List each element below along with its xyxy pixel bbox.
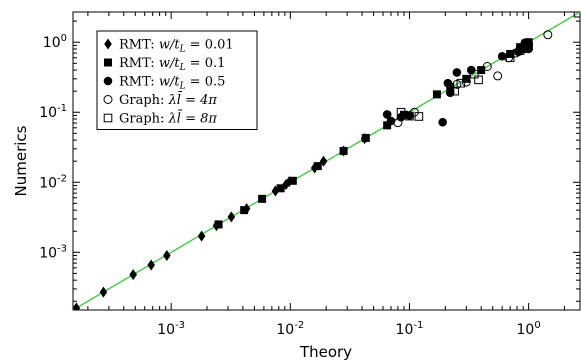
y-tick-label: 10-2 [39, 173, 67, 191]
legend-marker-5 [103, 113, 113, 123]
legend-label-2: RMT: w/tL = 0.1 [119, 56, 225, 73]
data-point-series-2 [446, 82, 455, 91]
data-point-series-3 [452, 68, 462, 77]
data-point-series-2 [258, 194, 267, 203]
data-point-series-3 [405, 111, 414, 120]
legend-label-1: RMT: w/tL = 0.01 [119, 38, 234, 55]
data-point-series-3 [386, 116, 396, 126]
data-point-series-5 [474, 75, 483, 85]
data-point-series-4 [461, 77, 471, 87]
x-tick-label: 10-3 [157, 320, 185, 338]
legend-marker-1 [104, 38, 112, 50]
legend-label-5: Graph: λl̄ = 8π [119, 110, 217, 127]
data-point-series-2 [432, 90, 441, 99]
data-point-series-3 [396, 112, 406, 122]
data-point-series-5 [414, 112, 424, 121]
data-point-series-4 [543, 30, 553, 40]
data-point-series-2 [462, 74, 471, 83]
data-point-series-1 [227, 211, 236, 223]
legend-box [96, 30, 258, 130]
data-point-series-1 [197, 230, 206, 242]
legend-label-3: RMT: w/tL = 0.5 [119, 75, 225, 92]
x-tick-label: 100 [517, 320, 541, 338]
data-point-series-5 [573, 12, 580, 18]
data-point-series-3 [382, 110, 392, 119]
data-point-series-2 [361, 133, 370, 142]
y-tick-label: 10-1 [39, 103, 67, 121]
x-axis-label: Theory [299, 343, 352, 361]
y-tick-label: 100 [43, 33, 67, 51]
data-point-series-3 [443, 78, 453, 88]
axis-ticks [73, 12, 580, 310]
x-tick-label: 10-1 [396, 320, 424, 338]
x-tick-label: 10-2 [276, 320, 304, 338]
data-point-series-3 [438, 117, 447, 127]
data-point-series-5 [396, 107, 406, 117]
data-points [73, 12, 580, 310]
data-point-series-5 [505, 53, 515, 63]
data-point-series-2 [276, 184, 285, 193]
data-point-series-5 [524, 41, 533, 51]
data-point-series-2 [339, 146, 348, 155]
data-point-series-1 [73, 302, 81, 310]
data-point-series-5 [519, 44, 529, 53]
data-point-series-2 [288, 176, 297, 185]
data-point-series-1 [147, 259, 156, 271]
data-point-series-2 [383, 121, 392, 130]
legend-marker-2 [104, 58, 112, 67]
data-point-series-2 [214, 220, 223, 229]
data-point-series-4 [493, 71, 503, 81]
data-point-series-5 [450, 86, 460, 96]
data-point-series-3 [524, 44, 533, 54]
y-tick-label: 10-3 [39, 243, 67, 261]
data-point-series-4 [518, 43, 528, 53]
data-point-series-1 [99, 286, 108, 298]
legend-label-4: Graph: λl̄ = 4π [119, 91, 217, 108]
legend-marker-3 [103, 76, 113, 86]
data-point-series-3 [445, 88, 455, 98]
tick-labels: 10-3 10-2 10-1 100 10-3 10-2 10-1 100 [39, 33, 541, 338]
legend-marker-4 [103, 95, 113, 104]
data-point-series-5 [405, 111, 414, 121]
y-axis-label: Numerics [12, 125, 30, 196]
data-point-series-2 [477, 66, 486, 75]
data-point-series-2 [313, 162, 322, 171]
data-point-series-1 [163, 250, 171, 262]
data-point-series-1 [129, 269, 137, 281]
data-point-series-4 [482, 61, 492, 71]
data-point-series-1 [271, 185, 280, 197]
data-point-series-5 [456, 78, 466, 88]
data-point-series-4 [393, 118, 403, 128]
data-point-series-2 [240, 206, 249, 215]
